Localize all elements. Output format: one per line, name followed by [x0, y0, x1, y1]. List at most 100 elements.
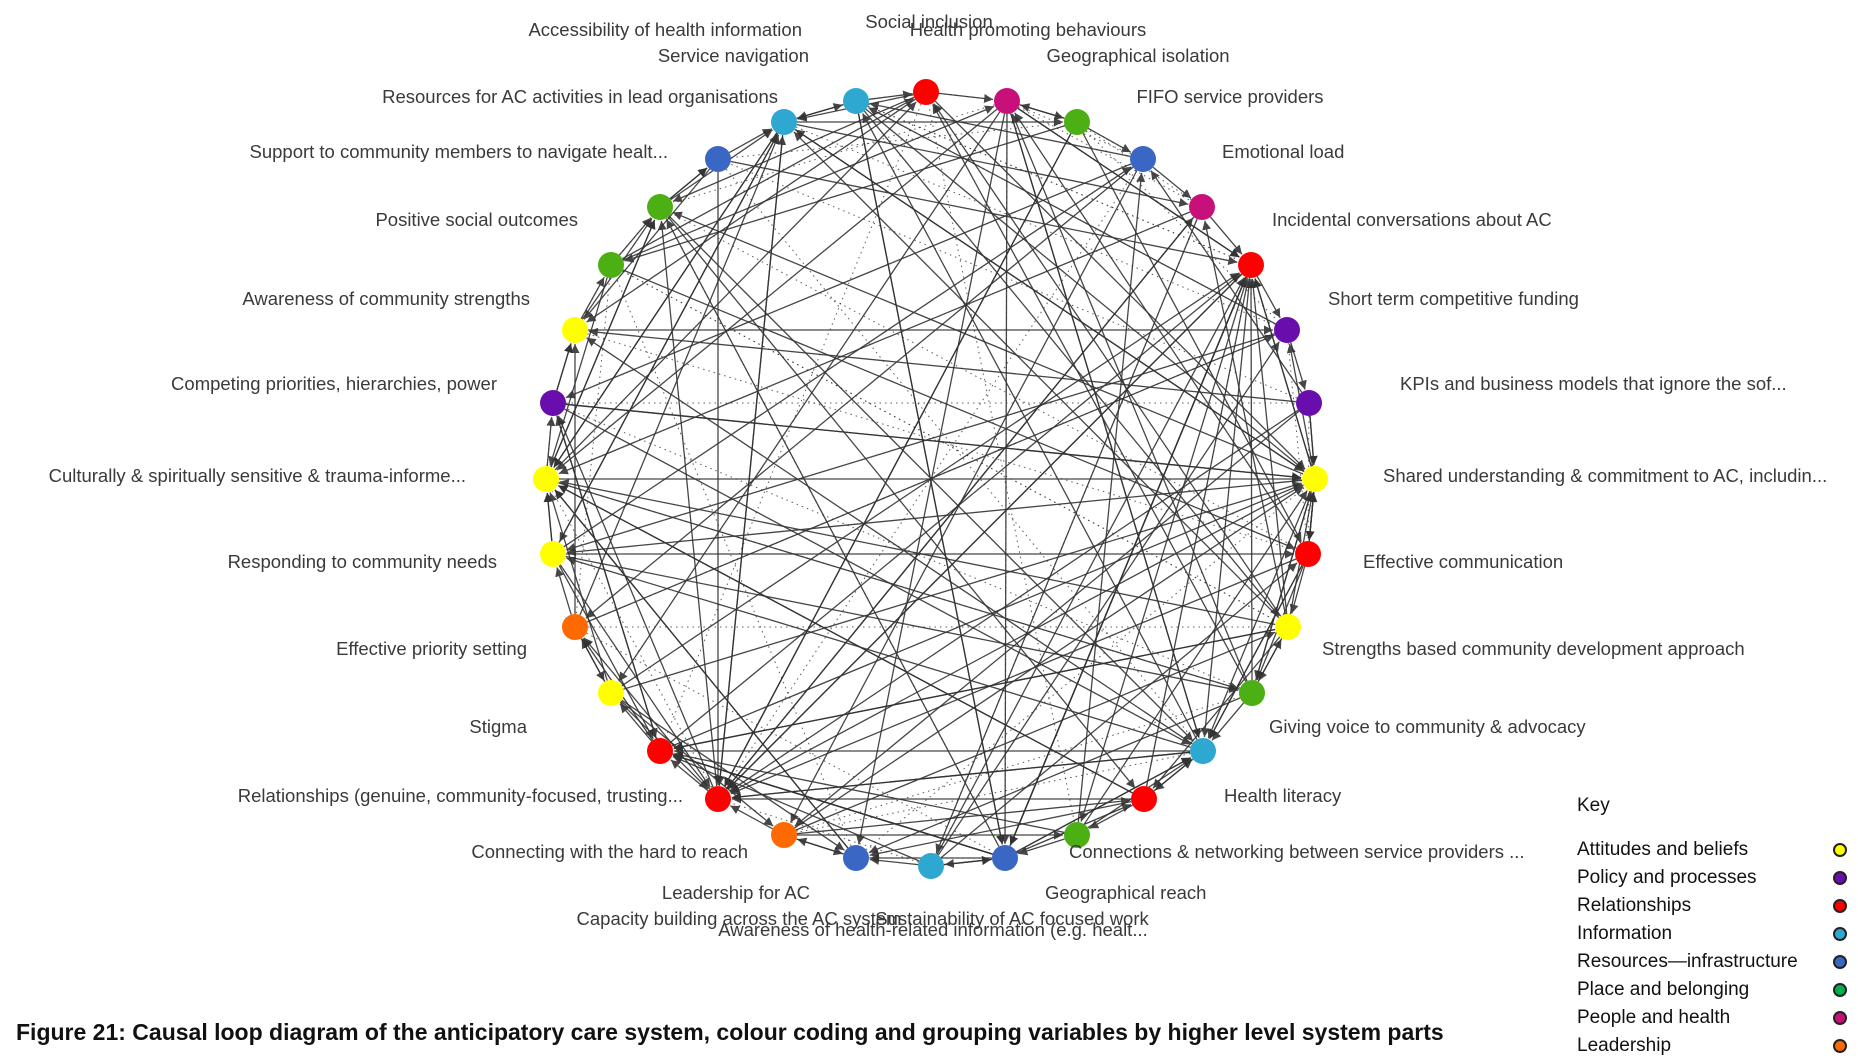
causal-link-74	[1077, 172, 1146, 823]
causal-link-108	[621, 699, 845, 851]
node-resources-for-ac-activities-in-lead-organisations	[705, 146, 731, 172]
causal-link-233	[1018, 838, 1065, 856]
causal-link-133	[622, 270, 1276, 621]
causal-link-62	[565, 407, 1241, 689]
causal-link-214	[1017, 107, 1240, 258]
causal-link-246	[618, 217, 652, 256]
causal-link-142	[730, 160, 1238, 265]
causal-link-195	[1207, 490, 1311, 739]
causal-link-120	[565, 555, 1239, 693]
node-label-short-term-competitive-funding: Short term competitive funding	[1328, 288, 1579, 309]
causal-link-197	[1209, 565, 1303, 739]
causal-link-36	[868, 107, 1276, 325]
causal-link-64	[797, 753, 1191, 833]
node-connecting-with-the-hard-to-reach	[705, 786, 731, 812]
node-label-connections-networking-between-service-providers: Connections & networking between service…	[1069, 841, 1525, 862]
causal-link-98	[552, 491, 713, 788]
node-social-inclusion	[913, 79, 939, 105]
causal-link-41	[588, 327, 1297, 403]
node-kpis-and-business-models-that-ignore-the-sof	[1296, 390, 1322, 416]
causal-link-209	[731, 802, 919, 863]
causal-link-86	[615, 277, 852, 847]
node-sustainability-of-ac-focused-work	[992, 845, 1018, 871]
causal-link-90	[796, 696, 1239, 832]
causal-link-150	[796, 123, 1189, 207]
key-item-label: Leadership	[1577, 1035, 1672, 1056]
key-item-place-and-belonging: Place and belonging	[1577, 976, 1847, 1004]
key-item-label: People and health	[1577, 1007, 1731, 1028]
causal-link-171	[672, 755, 920, 862]
node-label-giving-voice-to-community-advocacy: Giving voice to community & advocacy	[1269, 716, 1586, 737]
causal-link-17	[585, 166, 1134, 619]
node-label-relationships-genuine-community-focused-trusting: Relationships (genuine, community-focuse…	[238, 785, 683, 806]
key-item-information: Information	[1577, 920, 1847, 948]
causal-link-234	[944, 858, 993, 869]
causal-link-13	[624, 125, 1065, 263]
key-legend: Attitudes and beliefs Policy and processe…	[1577, 836, 1847, 1060]
causal-link-50	[730, 558, 1297, 795]
causal-link-170	[673, 628, 1276, 751]
node-giving-voice-to-community-advocacy	[1239, 680, 1265, 706]
causal-link-55	[793, 131, 1280, 619]
causal-link-68	[869, 800, 1132, 858]
key-item-resources-infrastructure: Resources—infrastructure	[1577, 948, 1847, 976]
node-health-literacy	[1190, 738, 1216, 764]
key-item-label: Information	[1577, 923, 1673, 944]
node-effective-communication	[1295, 541, 1321, 567]
causal-link-114	[586, 632, 993, 852]
causal-link-161	[1255, 492, 1313, 681]
key-color-swatch	[1833, 843, 1847, 857]
causal-link-137	[622, 105, 995, 261]
causal-link-80	[937, 341, 1280, 856]
causal-link-211	[936, 277, 1245, 855]
key-color-swatch	[1833, 1011, 1847, 1025]
causal-link-136	[622, 269, 1296, 550]
node-label-health-promoting-behaviours: Health promoting behaviours	[910, 19, 1147, 40]
causal-link-66	[862, 113, 1198, 740]
node-emotional-load	[1189, 194, 1215, 220]
causal-link-243	[546, 416, 556, 467]
causal-link-240	[581, 638, 606, 682]
causal-link-178	[672, 96, 915, 202]
causal-link-35	[566, 333, 1275, 552]
node-label-geographical-reach: Geographical reach	[1045, 882, 1206, 903]
node-stigma	[598, 680, 624, 706]
causal-link-104	[623, 481, 1302, 690]
causal-link-216	[1145, 278, 1251, 787]
causal-link-180	[666, 219, 1000, 847]
causal-link-215	[867, 105, 1239, 261]
causal-link-221	[1087, 127, 1132, 153]
node-competing-priorities-hierarchies-power	[540, 390, 566, 416]
causal-link-21	[565, 163, 1132, 399]
node-label-resources-for-ac-activities-in-lead-organisations: Resources for AC activities in lead orga…	[382, 86, 778, 107]
causal-link-56	[1152, 636, 1281, 789]
causal-link-229	[1258, 638, 1283, 682]
node-incidental-conversations-about-ac	[1238, 252, 1264, 278]
node-support-to-community-members-to-navigate-healt	[647, 194, 673, 220]
causal-link-81	[940, 562, 1298, 859]
causal-link-165	[558, 565, 654, 740]
node-label-service-navigation: Service navigation	[658, 45, 809, 66]
causal-link-119	[559, 564, 711, 788]
causal-link-160	[794, 486, 1304, 829]
key-item-label: Policy and processes	[1577, 867, 1757, 888]
causal-link-217	[1009, 277, 1247, 847]
causal-link-238	[670, 759, 709, 792]
causal-link-148	[795, 126, 1275, 326]
key-item-attitudes-and-beliefs: Attitudes and beliefs	[1577, 836, 1847, 864]
node-effective-priority-setting	[562, 614, 588, 640]
key-color-swatch	[1833, 927, 1847, 941]
key-item-label: Attitudes and beliefs	[1577, 839, 1749, 860]
node-label-geographical-isolation: Geographical isolation	[1046, 45, 1229, 66]
causal-link-224	[1256, 276, 1281, 319]
node-label-culturally-spiritually-sensitive-trauma-informe: Culturally & spiritually sensitive & tra…	[49, 465, 466, 486]
causal-link-223	[1209, 216, 1243, 255]
node-label-fifo-service-providers: FIFO service providers	[1136, 86, 1323, 107]
node-fifo-service-providers	[1130, 146, 1156, 172]
causal-link-212	[1246, 278, 1256, 681]
causal-link-162	[565, 403, 1302, 482]
causal-link-89	[796, 796, 1131, 835]
causal-link-96	[725, 217, 1194, 790]
causal-link-184	[553, 132, 778, 468]
